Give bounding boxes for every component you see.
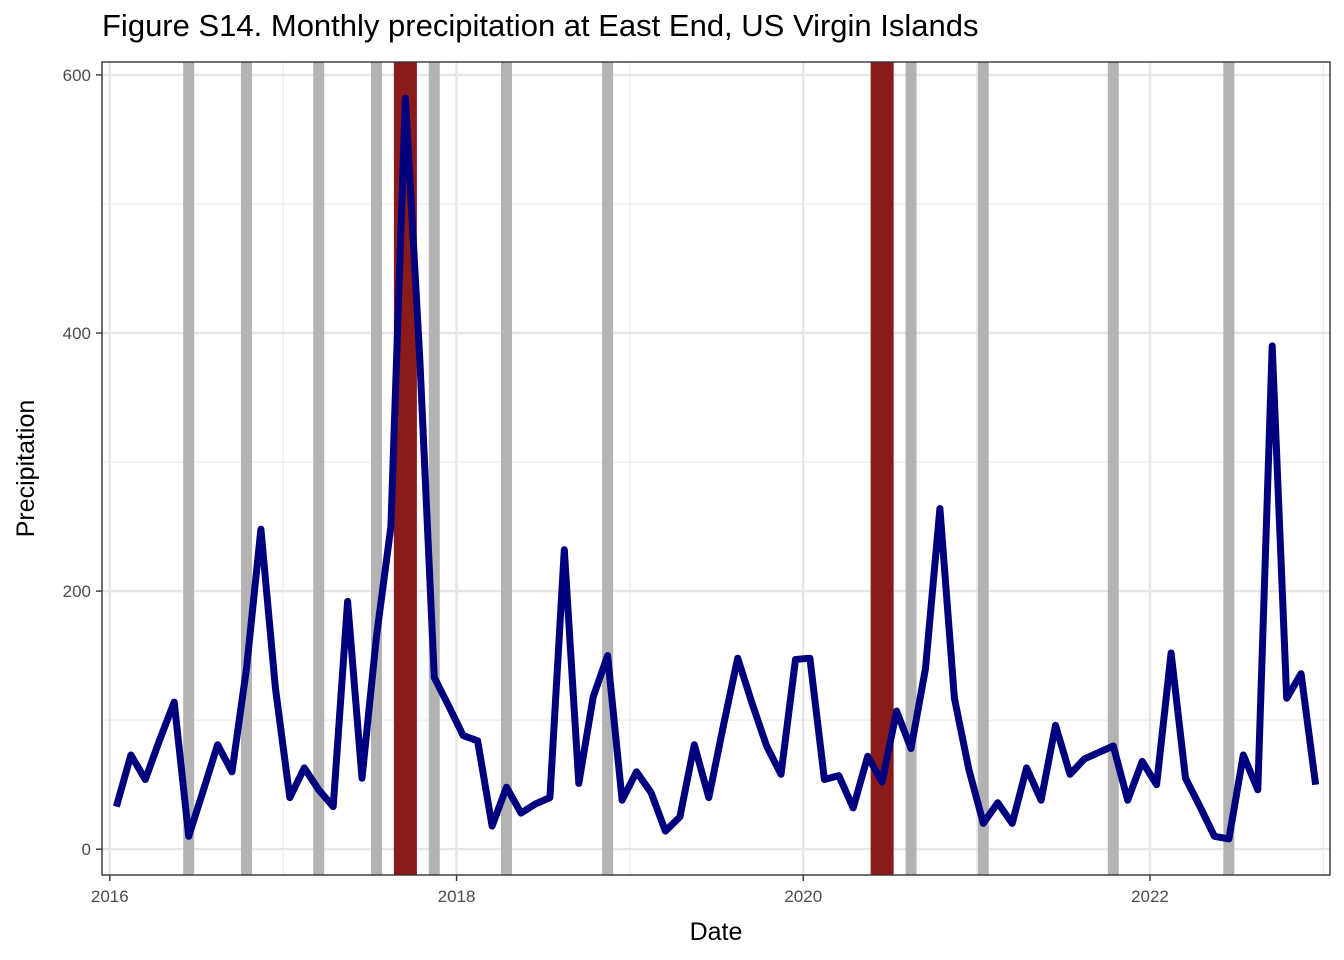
y-tick-label: 0 bbox=[82, 840, 91, 859]
grey-event-band bbox=[905, 62, 917, 875]
grey-event-band bbox=[370, 62, 382, 875]
x-tick-label: 2018 bbox=[438, 887, 476, 906]
grey-event-band bbox=[313, 62, 325, 875]
grey-event-band bbox=[977, 62, 989, 875]
x-axis-title: Date bbox=[690, 918, 743, 946]
event-bands bbox=[183, 62, 1235, 875]
red-event-band bbox=[870, 62, 894, 875]
x-tick-label: 2016 bbox=[91, 887, 129, 906]
grey-event-band bbox=[602, 62, 614, 875]
axes: 2016 2018 2020 2022 0 200 400 600 bbox=[63, 66, 1169, 906]
precipitation-series bbox=[113, 94, 1320, 843]
grey-event-band bbox=[1107, 62, 1119, 875]
x-tick-label: 2020 bbox=[784, 887, 822, 906]
grid-lines bbox=[102, 62, 1330, 875]
y-tick-label: 400 bbox=[63, 324, 91, 343]
grey-event-band bbox=[240, 62, 252, 875]
y-tick-label: 600 bbox=[63, 66, 91, 85]
grey-event-band bbox=[501, 62, 513, 875]
grey-event-band bbox=[1223, 62, 1235, 875]
plot-panel-border bbox=[101, 61, 1331, 876]
precipitation-line bbox=[113, 94, 1320, 843]
y-axis-title: Precipitation bbox=[12, 400, 40, 538]
grey-event-band bbox=[428, 62, 440, 875]
grey-event-band bbox=[183, 62, 195, 875]
y-tick-label: 200 bbox=[63, 582, 91, 601]
x-tick-label: 2022 bbox=[1131, 887, 1169, 906]
chart-title: Figure S14. Monthly precipitation at Eas… bbox=[102, 8, 979, 43]
